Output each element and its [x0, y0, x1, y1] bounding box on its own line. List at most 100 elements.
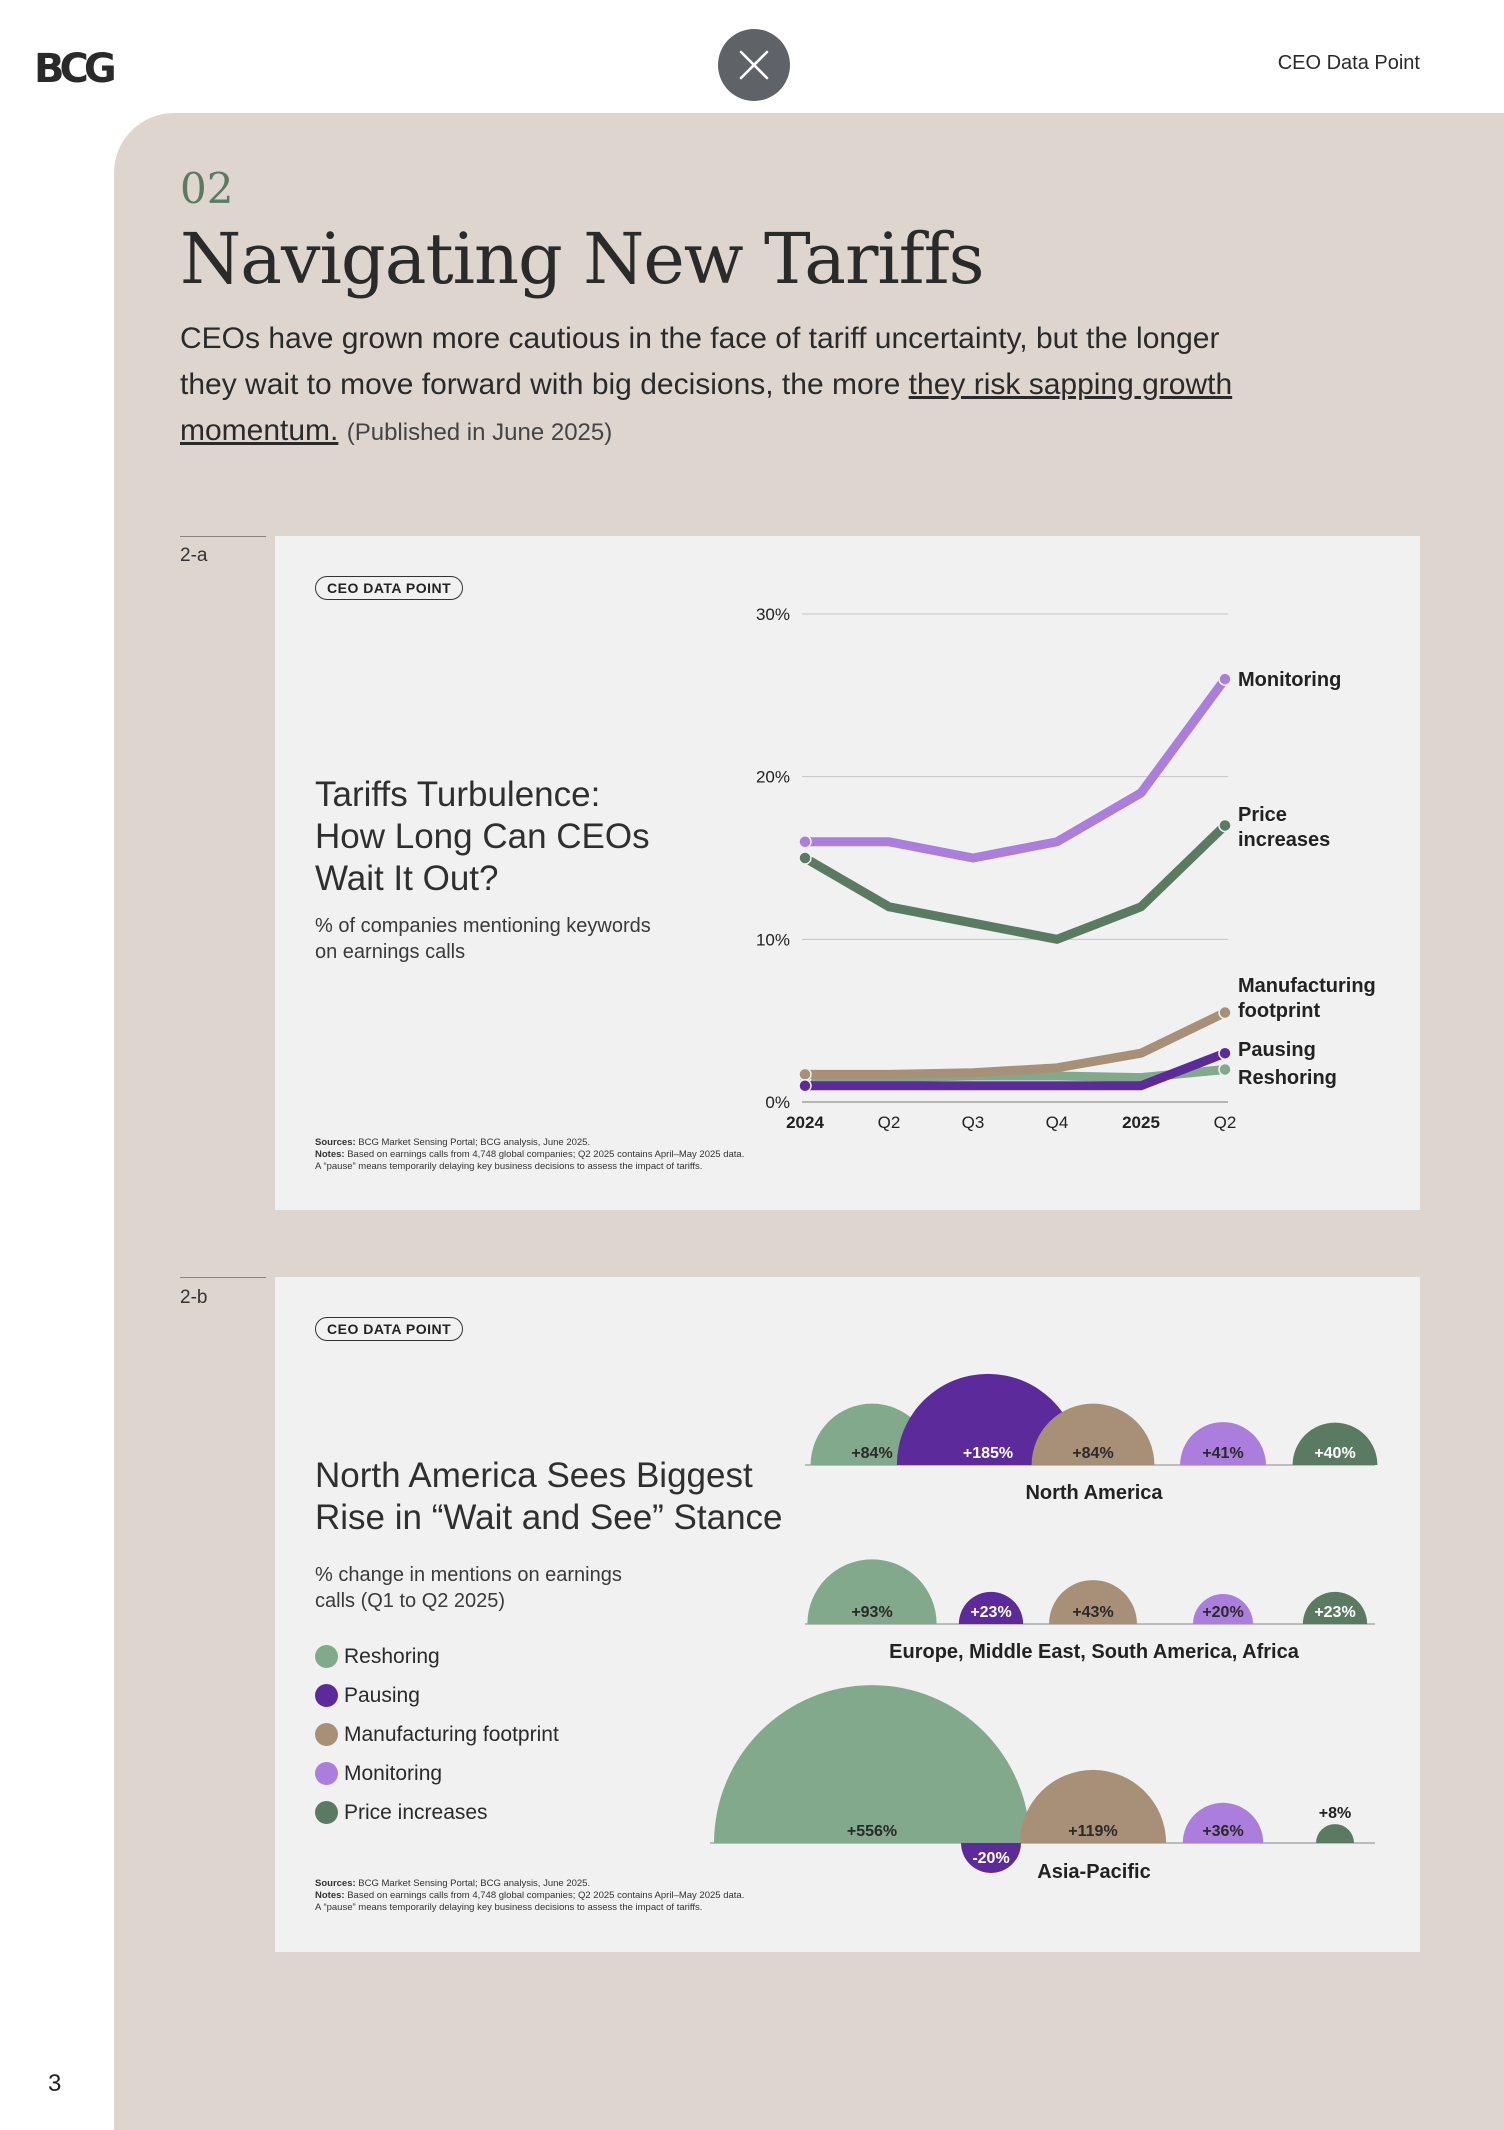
series-endpoint — [1218, 818, 1232, 833]
figure-b-title: North America Sees Biggest Rise in “Wait… — [315, 1455, 783, 1539]
sources-label: Sources: — [315, 1878, 356, 1889]
figure-a-subtitle-line: on earnings calls — [315, 941, 466, 963]
series-endpoint — [798, 834, 812, 849]
legend-label: Manufacturing footprint — [344, 1722, 559, 1746]
series-label: Pausing — [1238, 1039, 1316, 1061]
series-endpoint — [1218, 1046, 1232, 1060]
close-icon — [739, 50, 769, 80]
figure-b-title-line: North America Sees Biggest — [315, 1456, 753, 1495]
bubble-chart: +84% +185% +84% +41% +40% North America +93% +2… — [710, 1373, 1378, 1883]
series-endpoint — [1218, 1062, 1232, 1077]
figure-b-title-line: Rise in “Wait and See” Stance — [315, 1498, 783, 1537]
pause-note: A “pause” means temporarily delaying key… — [315, 1902, 703, 1913]
bubble-mark — [1302, 1591, 1368, 1624]
bubble-mark — [1180, 1422, 1266, 1465]
bubble-mark — [1193, 1594, 1253, 1624]
notes-label: Notes: — [315, 1149, 345, 1160]
x-tick-label: Q4 — [1046, 1113, 1069, 1132]
figure-b-legend: Reshoring Pausing Manufacturing footprin… — [315, 1637, 559, 1832]
figure-b-subtitle-line: calls (Q1 to Q2 2025) — [315, 1590, 506, 1612]
series-line — [800, 1008, 1230, 1079]
bubble-value-label: +84% — [851, 1445, 892, 1462]
bubble-value-label: +20% — [1202, 1604, 1243, 1621]
bubble-mark — [1292, 1422, 1378, 1465]
intro-text: CEOs have grown more cautious in the fac… — [180, 322, 1220, 401]
series-line — [800, 1048, 1230, 1091]
section-title: Navigating New Tariffs — [180, 218, 985, 300]
legend-item: Monitoring — [315, 1754, 559, 1793]
figure-a-rule — [180, 536, 266, 537]
bubble-value-label: +36% — [1202, 1823, 1243, 1840]
figure-b-subtitle-line: % change in mentions on earnings — [315, 1564, 622, 1586]
x-tick-label: Q2 — [878, 1113, 901, 1132]
bubble-mark — [896, 1373, 1080, 1465]
figure-a-notes: Sources: BCG Market Sensing Portal; BCG … — [315, 1137, 815, 1173]
section-intro: CEOs have grown more cautious in the fac… — [180, 316, 1260, 456]
figure-b-subtitle: % change in mentions on earnings calls (… — [315, 1562, 622, 1614]
bcg-logo: BCG — [34, 46, 117, 92]
legend-dot — [315, 1762, 338, 1785]
bubble-mark — [807, 1559, 937, 1624]
notes-text: Based on earnings calls from 4,748 globa… — [347, 1890, 745, 1901]
legend-item: Price increases — [315, 1793, 559, 1832]
legend-dot — [315, 1801, 338, 1824]
legend-label: Monitoring — [344, 1761, 443, 1785]
bubble-value-label: +93% — [851, 1604, 892, 1621]
series-endpoint — [798, 1067, 812, 1082]
bubble-value-label: +556% — [847, 1823, 897, 1840]
notes-text: Based on earnings calls from 4,748 globa… — [347, 1149, 745, 1160]
figure-a-title-line: Tariffs Turbulence: — [315, 775, 601, 814]
legend-label: Price increases — [344, 1800, 488, 1824]
bubble-value-label: +23% — [1314, 1604, 1355, 1621]
bubble-value-label: +119% — [1068, 1823, 1117, 1840]
figure-a-title-line: Wait It Out? — [315, 859, 499, 898]
series-endpoint — [1218, 672, 1232, 686]
published-date: (Published in June 2025) — [346, 419, 613, 446]
bubble-value-label: +185% — [963, 1445, 1013, 1462]
sources-text: BCG Market Sensing Portal; BCG analysis,… — [358, 1137, 591, 1148]
y-tick-label: 20% — [756, 768, 790, 787]
notes-label: Notes: — [315, 1890, 345, 1901]
ceo-data-point-badge: CEO DATA POINT — [315, 576, 464, 600]
region-label: Europe, Middle East, South America, Afri… — [889, 1641, 1300, 1663]
ceo-data-point-badge: CEO DATA POINT — [315, 1317, 464, 1341]
y-tick-label: 10% — [756, 930, 790, 949]
legend-dot — [315, 1723, 338, 1746]
legend-item: Reshoring — [315, 1637, 559, 1676]
x-tick-label: 2025 — [1122, 1113, 1160, 1132]
bubble-mark — [1182, 1802, 1264, 1843]
legend-dot — [315, 1645, 338, 1668]
figure-a-card: CEO DATA POINT Tariffs Turbulence: How L… — [275, 536, 1420, 1210]
bubble-value-label: +41% — [1202, 1445, 1243, 1462]
bubble-value-label: +43% — [1072, 1604, 1113, 1621]
series-line — [800, 674, 1230, 863]
legend-label: Pausing — [344, 1683, 420, 1707]
series-label: Price increases — [1238, 804, 1330, 851]
bubble-mark — [1031, 1403, 1155, 1465]
series-endpoint — [798, 1078, 812, 1093]
bubble-value-label: +23% — [970, 1604, 1011, 1621]
figure-b-card: CEO DATA POINT North America Sees Bigges… — [275, 1277, 1420, 1952]
bubble-value-label: +84% — [1072, 1445, 1113, 1462]
y-tick-label: 30% — [756, 605, 790, 624]
series-label: Reshoring — [1238, 1067, 1337, 1089]
series-endpoint — [1218, 1005, 1232, 1020]
figure-a-subtitle: % of companies mentioning keywords on ea… — [315, 913, 651, 965]
bubble-value-label: +40% — [1314, 1445, 1355, 1462]
figure-a-title: Tariffs Turbulence: How Long Can CEOs Wa… — [315, 774, 650, 900]
figure-b-notes: Sources: BCG Market Sensing Portal; BCG … — [315, 1878, 815, 1914]
intro-link[interactable]: they risk sapping growth momentum. — [180, 368, 1233, 447]
x-tick-label: Q2 — [1214, 1113, 1237, 1132]
sources-label: Sources: — [315, 1137, 356, 1148]
figure-b-rule — [180, 1277, 266, 1278]
header-section-label: CEO Data Point — [1277, 52, 1420, 74]
line-chart: 0% 10% 20% 30% 2024 Q2 Q3 Q4 2025 Q2 Monitoring Pri… — [756, 605, 1376, 1132]
bubble-mark — [1019, 1769, 1167, 1843]
bubble-value-label: -20% — [972, 1850, 1009, 1867]
section-number: 02 — [180, 164, 234, 213]
page-number: 3 — [48, 2070, 62, 2097]
close-button[interactable] — [718, 29, 790, 101]
bubble-mark — [1316, 1824, 1354, 1843]
legend-label: Reshoring — [344, 1644, 440, 1668]
bubble-mark — [1049, 1580, 1137, 1624]
